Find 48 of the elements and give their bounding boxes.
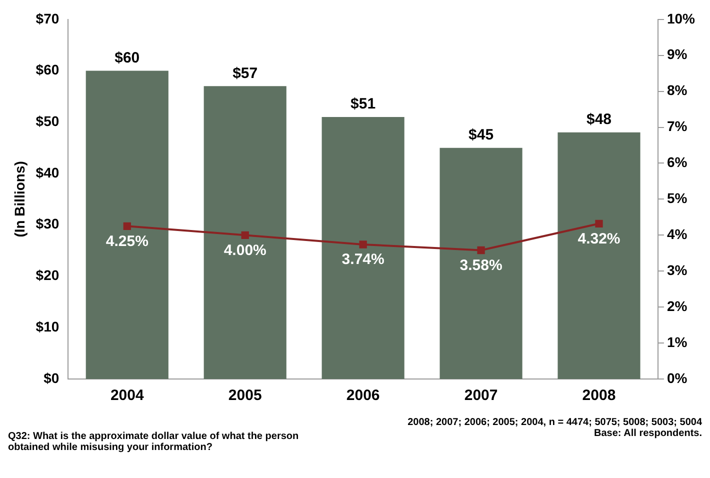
x-tick-label: 2006	[346, 387, 380, 404]
y2-tick-label: 4%	[666, 226, 688, 242]
y2-tick-label: 0%	[666, 370, 688, 386]
point	[359, 240, 367, 248]
bar	[204, 86, 286, 379]
text: 2008; 2007; 2006; 2005; 2004, n = 4474; 5075; 5008; 5003; 5004	[408, 417, 702, 428]
y2-tick-label: 8%	[666, 82, 688, 98]
x-tick-label: 2008	[582, 387, 616, 404]
data-label: $57	[232, 64, 258, 82]
data-label: $45	[468, 126, 494, 144]
bar	[86, 70, 168, 379]
data-label: $48	[586, 111, 612, 128]
bar	[440, 148, 522, 379]
text: Q32: What is the approximate dollar value of what the person obtained while misusing your information?	[8, 431, 299, 453]
point	[595, 220, 603, 228]
y-tick-label: $0	[44, 370, 60, 386]
text: Base: All respondents.	[593, 428, 702, 439]
y-tick-label: $10	[36, 318, 60, 334]
data-label: 4.00%	[224, 242, 266, 259]
y-tick-label: $60	[36, 62, 60, 78]
y2-tick-label: 6%	[666, 154, 688, 170]
data-label: 4.25%	[106, 232, 148, 250]
y-tick-label: $70	[36, 10, 60, 26]
data-label: $51	[350, 96, 376, 113]
bar	[558, 132, 640, 379]
y2-tick-label: 9%	[666, 46, 688, 62]
x-tick-label: 2007	[464, 387, 498, 404]
bar	[322, 117, 404, 379]
data-label: 3.58%	[460, 256, 502, 274]
y-tick-label: $30	[36, 216, 60, 232]
y2-tick-label: 3%	[666, 262, 688, 278]
data-label: 4.32%	[578, 230, 620, 248]
y2-tick-label: 2%	[666, 298, 688, 314]
x-tick-label: 2004	[110, 387, 144, 404]
y2-tick-label: 7%	[666, 118, 688, 134]
x-tick-label: 2005	[228, 387, 262, 404]
y-tick-label: $50	[36, 113, 60, 129]
y-axis-title: (In Billions)	[11, 161, 28, 238]
y-tick-label: $40	[36, 164, 60, 180]
y2-tick-label: 10%	[666, 10, 696, 26]
y-tick-label: $20	[36, 267, 60, 284]
y2-tick-label: 5%	[666, 190, 688, 206]
point	[123, 222, 131, 230]
data-label: 3.74%	[342, 251, 384, 268]
data-label: $60	[114, 49, 140, 66]
y2-tick-label: 1%	[666, 334, 688, 350]
point	[477, 246, 485, 254]
point	[241, 231, 249, 239]
